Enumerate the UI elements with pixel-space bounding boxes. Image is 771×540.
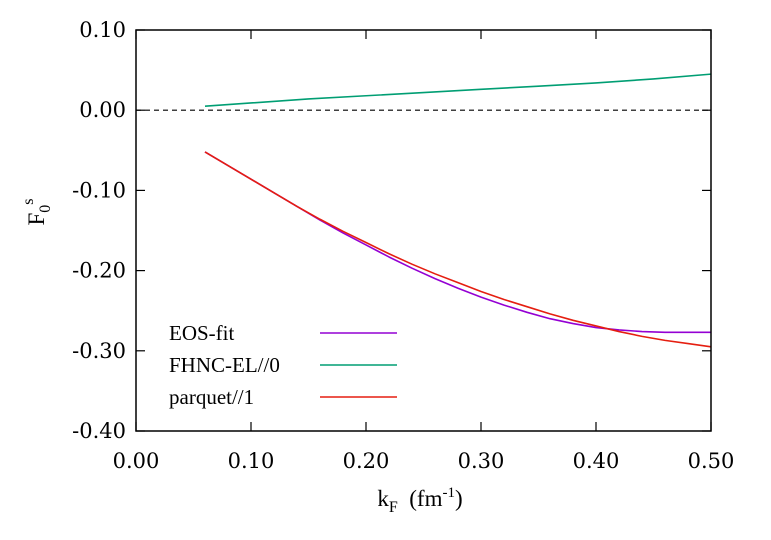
tick-labels-layer: 0.00 0.10 0.20 0.30 0.40 0.50 0.10 0.00 -0.10 -0.… <box>72 18 734 473</box>
x-tick-label: 0.10 <box>228 449 275 473</box>
y-axis-label-main: F <box>24 213 49 226</box>
x-axis-label: kF (fm-1) <box>377 485 462 516</box>
x-tick-label: 0.20 <box>343 449 390 473</box>
legend-label-fhnc-el-0: FHNC-EL//0 <box>169 353 280 377</box>
y-axis-label: F0s <box>20 198 54 225</box>
y-tick-label: 0.00 <box>79 98 126 122</box>
legend-label-parquet-1: parquet//1 <box>169 385 254 409</box>
y-tick-label: -0.10 <box>72 178 126 202</box>
series-line-parquet-1 <box>204 151 712 348</box>
y-axis-label-sup: s <box>20 198 37 204</box>
y-tick-label: 0.10 <box>79 18 126 42</box>
y-tick-label: -0.40 <box>72 419 126 443</box>
x-axis-label-main: k <box>377 486 389 511</box>
series-layer <box>204 73 712 348</box>
legend-label-eos-fit: EOS-fit <box>169 321 234 345</box>
x-tick-label: 0.00 <box>113 449 160 473</box>
x-tick-label: 0.50 <box>688 449 735 473</box>
x-axis-label-sub: F <box>389 499 398 516</box>
legend: EOS-fit FHNC-EL//0 parquet//1 <box>169 321 397 409</box>
y-axis-label-sub: 0 <box>37 205 54 213</box>
x-tick-label: 0.40 <box>573 449 620 473</box>
plot-frame <box>135 29 712 432</box>
x-axis-label-unit: (fm <box>409 486 442 511</box>
x-tick-label: 0.30 <box>458 449 505 473</box>
x-axis-label-unit-sup: -1 <box>442 485 455 501</box>
y-tick-label: -0.20 <box>72 259 126 283</box>
y-tick-label: -0.30 <box>72 339 126 363</box>
series-line-fhnc-el-0 <box>204 73 712 107</box>
x-axis-label-unit-close: ) <box>455 486 463 511</box>
